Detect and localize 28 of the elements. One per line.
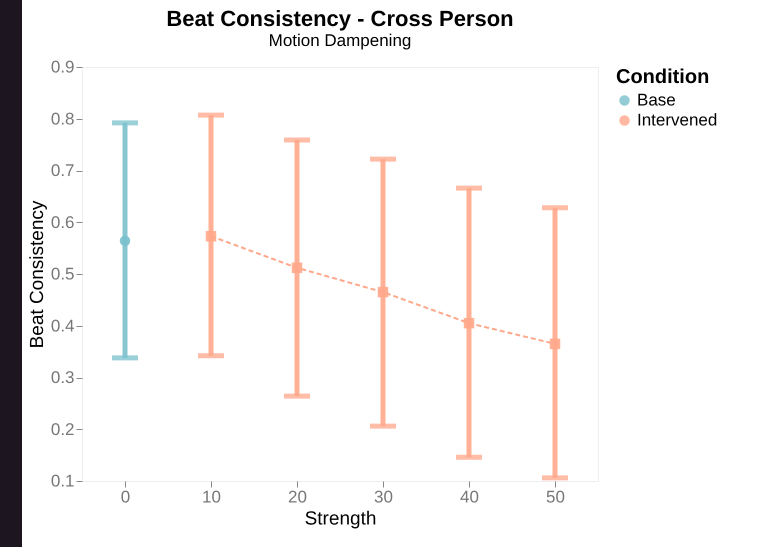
chart-subtitle: Motion Dampening [268, 31, 412, 50]
legend-label: Base [637, 90, 676, 110]
y-tick-label: 0.7 [50, 161, 74, 180]
point [292, 262, 302, 274]
point [550, 338, 560, 350]
point [120, 236, 130, 246]
y-tick-label: 0.3 [50, 368, 74, 387]
y-tick-label: 0.5 [50, 264, 74, 284]
x-tick-label: 10 [202, 488, 221, 506]
y-tick-label: 0.4 [50, 316, 74, 336]
point [206, 230, 216, 242]
x-axis-title: Strength [304, 508, 376, 530]
x-tick-label: 0 [120, 488, 130, 506]
x-tick-label: 40 [460, 488, 479, 506]
x-tick-label: 20 [288, 488, 307, 506]
legend-label: Intervened [637, 110, 718, 130]
chart-title: Beat Consistency - Cross Person [166, 6, 514, 31]
point [378, 286, 388, 298]
x-tick-label: 30 [374, 488, 393, 506]
y-tick-label: 0.6 [50, 212, 74, 232]
y-tick-label: 0.9 [50, 58, 74, 76]
y-axis-title: Beat Consistency [26, 200, 48, 348]
point [464, 318, 474, 328]
y-tick-label: 0.1 [50, 472, 74, 490]
x-tick-label: 50 [546, 488, 565, 506]
y-tick-label: 0.2 [50, 420, 74, 439]
legend-title: Condition [616, 66, 710, 88]
y-tick-label: 0.8 [50, 109, 74, 128]
